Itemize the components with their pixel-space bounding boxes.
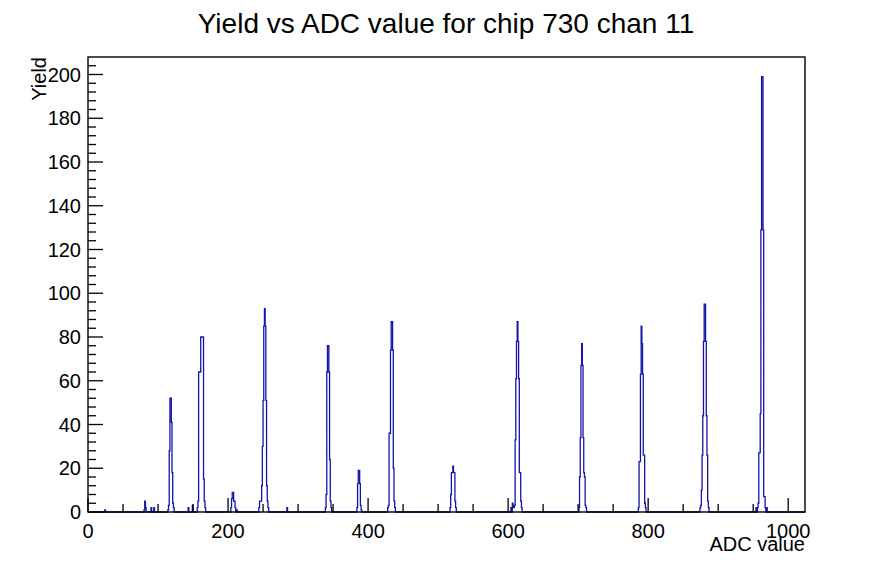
y-axis-tick-labels: 0 20 40 60 80 100 120 140 160 180 200: [48, 64, 81, 524]
y-tick-label: 160: [48, 151, 81, 173]
x-tick-label: 400: [351, 520, 384, 542]
x-tick-label: 800: [631, 520, 664, 542]
chart-title: Yield vs ADC value for chip 730 chan 11: [198, 8, 695, 39]
histogram-chart: Yield vs ADC value for chip 730 chan 11 …: [0, 0, 896, 572]
x-tick-label: 600: [491, 520, 524, 542]
root-canvas: Yield vs ADC value for chip 730 chan 11 …: [0, 0, 896, 572]
y-axis-title: Yield: [28, 57, 50, 101]
y-tick-label: 140: [48, 195, 81, 217]
y-tick-label: 40: [59, 414, 81, 436]
x-axis-title: ADC value: [709, 533, 805, 555]
histogram-line: [88, 77, 805, 512]
x-axis-ticks: [88, 498, 788, 512]
y-tick-label: 200: [48, 64, 81, 86]
y-tick-label: 60: [59, 370, 81, 392]
x-tick-label: 0: [82, 520, 93, 542]
y-tick-label: 0: [70, 501, 81, 523]
x-axis-tick-labels: 02004006008001000: [82, 520, 810, 542]
plot-frame: [88, 57, 805, 512]
y-axis-ticks: [88, 66, 103, 512]
y-tick-label: 120: [48, 239, 81, 261]
x-tick-label: 200: [211, 520, 244, 542]
y-tick-label: 100: [48, 282, 81, 304]
y-tick-label: 180: [48, 107, 81, 129]
y-tick-label: 20: [59, 457, 81, 479]
y-tick-label: 80: [59, 326, 81, 348]
